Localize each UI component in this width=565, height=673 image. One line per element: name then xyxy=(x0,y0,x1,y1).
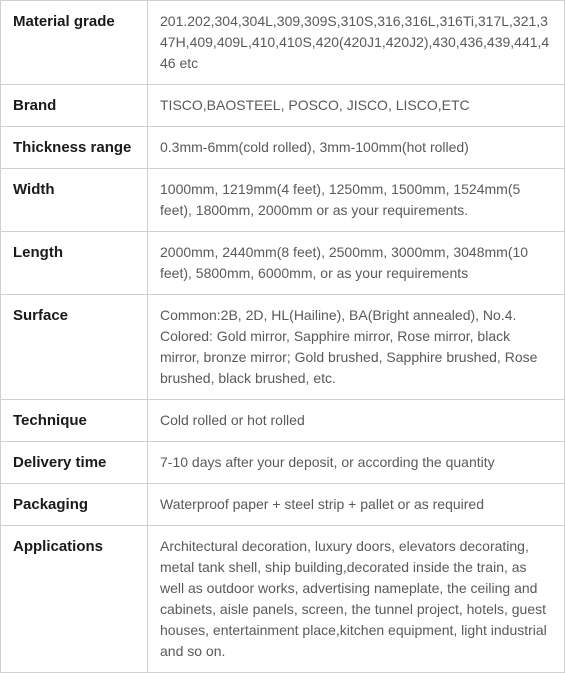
row-value: Cold rolled or hot rolled xyxy=(148,400,565,442)
table-row: TechniqueCold rolled or hot rolled xyxy=(1,400,565,442)
table-row: Thickness range0.3mm-6mm(cold rolled), 3… xyxy=(1,127,565,169)
row-label: Width xyxy=(1,169,148,232)
row-value: 201.202,304,304L,309,309S,310S,316,316L,… xyxy=(148,1,565,85)
table-row: Length2000mm, 2440mm(8 feet), 2500mm, 30… xyxy=(1,232,565,295)
table-row: Width1000mm, 1219mm(4 feet), 1250mm, 150… xyxy=(1,169,565,232)
spec-table: Material grade201.202,304,304L,309,309S,… xyxy=(0,0,565,673)
table-row: ApplicationsArchitectural decoration, lu… xyxy=(1,526,565,673)
row-label: Applications xyxy=(1,526,148,673)
row-label: Material grade xyxy=(1,1,148,85)
row-value: 1000mm, 1219mm(4 feet), 1250mm, 1500mm, … xyxy=(148,169,565,232)
row-value: 2000mm, 2440mm(8 feet), 2500mm, 3000mm, … xyxy=(148,232,565,295)
row-label: Technique xyxy=(1,400,148,442)
table-row: Delivery time7-10 days after your deposi… xyxy=(1,442,565,484)
row-label: Packaging xyxy=(1,484,148,526)
row-label: Thickness range xyxy=(1,127,148,169)
row-value: Architectural decoration, luxury doors, … xyxy=(148,526,565,673)
row-value: Waterproof paper + steel strip + pallet … xyxy=(148,484,565,526)
row-value: 7-10 days after your deposit, or accordi… xyxy=(148,442,565,484)
row-label: Surface xyxy=(1,295,148,400)
row-label: Delivery time xyxy=(1,442,148,484)
row-value: 0.3mm-6mm(cold rolled), 3mm-100mm(hot ro… xyxy=(148,127,565,169)
row-value: TISCO,BAOSTEEL, POSCO, JISCO, LISCO,ETC xyxy=(148,85,565,127)
row-value: Common:2B, 2D, HL(Hailine), BA(Bright an… xyxy=(148,295,565,400)
spec-table-body: Material grade201.202,304,304L,309,309S,… xyxy=(1,1,565,673)
table-row: BrandTISCO,BAOSTEEL, POSCO, JISCO, LISCO… xyxy=(1,85,565,127)
row-label: Length xyxy=(1,232,148,295)
table-row: SurfaceCommon:2B, 2D, HL(Hailine), BA(Br… xyxy=(1,295,565,400)
row-label: Brand xyxy=(1,85,148,127)
table-row: PackagingWaterproof paper + steel strip … xyxy=(1,484,565,526)
table-row: Material grade201.202,304,304L,309,309S,… xyxy=(1,1,565,85)
